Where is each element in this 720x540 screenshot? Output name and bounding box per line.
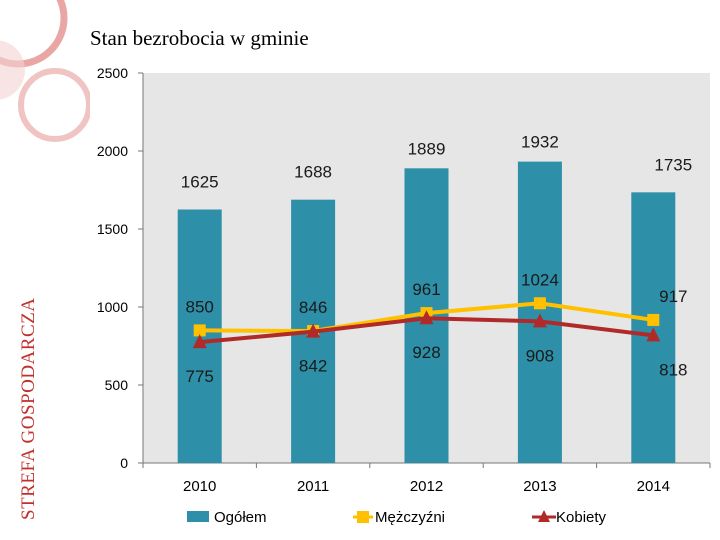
legend-marker-kobiety (538, 510, 550, 522)
deco-circle-fill (0, 40, 25, 100)
kobiety-value-label: 842 (299, 357, 327, 376)
slide-title: Stan bezrobocia w gminie (90, 26, 309, 50)
bar-value-label: 1889 (408, 139, 446, 158)
x-category-label: 2013 (523, 478, 556, 495)
x-category-label: 2010 (183, 478, 216, 495)
bar-value-label: 1735 (654, 155, 692, 174)
x-category-label: 2014 (637, 478, 670, 495)
legend-label-ogolem: Ogółem (214, 509, 267, 526)
bar-ogolem (517, 161, 562, 463)
legend-label-mezczyzni: Mężczyźni (375, 509, 445, 526)
mezczyzni-value-label: 846 (299, 298, 327, 317)
point-mezczyzni (193, 324, 206, 337)
point-kobiety (192, 334, 207, 349)
kobiety-value-label: 908 (526, 346, 554, 365)
legend-swatch-ogolem (187, 511, 209, 522)
bar-value-label: 1932 (521, 133, 559, 152)
y-tick-label: 2000 (97, 143, 128, 159)
point-kobiety (306, 323, 321, 338)
kobiety-value-label: 818 (659, 360, 687, 379)
point-kobiety (646, 327, 661, 342)
bar-value-label: 1625 (181, 173, 219, 192)
point-kobiety (532, 313, 547, 328)
point-mezczyzni (533, 297, 546, 310)
data-labels: 1625 1688 1889 1932 1735 850 846 961 1024 917 775 8… (181, 133, 692, 386)
y-axis: 0 500 1000 1500 2000 2500 (97, 65, 144, 471)
deco-circle-small (18, 68, 90, 142)
legend-label-kobiety: Kobiety (556, 509, 607, 526)
y-tick-label: 1500 (97, 221, 128, 237)
kobiety-value-label: 928 (412, 343, 440, 362)
bar-value-label: 1688 (294, 163, 332, 182)
point-kobiety (419, 310, 434, 325)
y-tick-label: 1000 (97, 299, 128, 315)
kobiety-value-label: 775 (186, 367, 214, 386)
legend: Ogółem Mężczyźni Kobiety (187, 509, 607, 526)
point-mezczyzni (647, 313, 660, 326)
mezczyzni-value-label: 850 (186, 297, 214, 316)
x-axis: 2010 2011 2012 2013 2014 (142, 462, 711, 495)
x-category-label: 2011 (297, 478, 329, 495)
x-category-label: 2012 (410, 478, 443, 495)
decorative-circles (0, 0, 90, 142)
mezczyzni-value-label: 1024 (521, 270, 559, 289)
y-tick-label: 0 (120, 455, 128, 471)
line-series (192, 297, 661, 349)
y-tick-label: 2500 (97, 65, 128, 81)
legend-marker-mezczyzni (357, 511, 369, 523)
mezczyzni-value-label: 917 (659, 287, 687, 306)
mezczyzni-value-label: 961 (412, 280, 440, 299)
y-tick-label: 500 (105, 377, 129, 393)
